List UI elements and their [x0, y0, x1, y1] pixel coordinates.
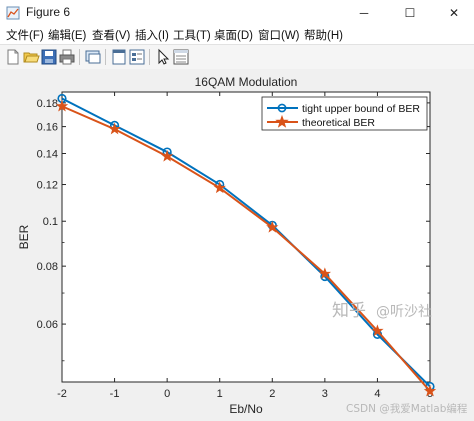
menu-file[interactable]: 文件(F) — [6, 30, 44, 42]
watermark-author: @听沙社 — [376, 304, 432, 320]
x-tick-label: 5 — [427, 388, 433, 400]
property-inspector-icon[interactable] — [128, 48, 146, 66]
axes-box[interactable] — [61, 91, 431, 383]
x-tick-label: -1 — [110, 388, 120, 400]
figure-toolbar — [0, 44, 474, 70]
y-tick-label: 0.18 — [37, 98, 58, 110]
close-icon: ✕ — [448, 6, 460, 20]
plot-tools-icon[interactable] — [172, 48, 190, 66]
x-tick-label: 2 — [269, 388, 275, 400]
watermark: 知乎 @听沙社 CSDN @我爱Matlab编程 — [332, 301, 468, 415]
x-tick-label: 1 — [217, 388, 223, 400]
plot-area: 16QAM Modulation -2 -1 0 1 2 3 4 5 0.060.080.10… — [17, 75, 468, 416]
y-tick-label: 0.12 — [37, 180, 58, 192]
toolbar-separator — [149, 49, 150, 65]
legend-label-theoretical: theoretical BER — [302, 117, 375, 129]
figure-canvas: 16QAM Modulation -2 -1 0 1 2 3 4 5 0.06 0.08 0.1 0… — [0, 69, 474, 421]
x-tick-label: 3 — [322, 388, 328, 400]
y-tick-label: 0.06 — [37, 319, 58, 331]
data-point-theoretical — [266, 220, 279, 233]
x-axis: -2 -1 0 1 2 3 4 5 — [57, 92, 433, 400]
legend-marker-theoretical — [275, 114, 289, 128]
maximize-icon: ☐ — [404, 6, 416, 20]
legend-label-upper-bound: tight upper bound of BER — [302, 103, 420, 115]
menu-tools[interactable]: 工具(T) — [173, 30, 211, 42]
series-line-upper-bound — [61, 97, 431, 388]
watermark-csdn: CSDN @我爱Matlab编程 — [346, 402, 468, 415]
y-tick-label: 0.16 — [37, 122, 58, 134]
menu-desktop[interactable]: 桌面(D) — [214, 30, 253, 42]
legend-box — [261, 96, 428, 131]
dock-figure-icon[interactable] — [110, 48, 128, 66]
y-tick-label: 0.1 — [43, 216, 58, 228]
data-point-theoretical — [423, 384, 437, 397]
open-file-icon[interactable] — [22, 48, 40, 66]
save-icon[interactable] — [40, 48, 58, 66]
data-point-theoretical — [318, 267, 332, 280]
minimize-button[interactable]: ─ — [342, 0, 386, 26]
x-tick-label: 0 — [164, 388, 170, 400]
data-point-theoretical — [213, 181, 226, 194]
series-line-theoretical — [61, 105, 431, 392]
menu-help[interactable]: 帮助(H) — [304, 30, 343, 42]
toolbar-separator — [105, 49, 106, 65]
y-tick-label: 0.14 — [37, 148, 58, 160]
y-axis: 0.06 0.08 0.1 0.12 0.14 0.16 0.18 — [37, 98, 430, 362]
toolbar-separator — [79, 49, 80, 65]
close-button[interactable]: ✕ — [432, 0, 474, 26]
legend[interactable]: tight upper bound of BER theoretical BER — [261, 96, 428, 131]
matlab-figure-icon — [6, 6, 20, 20]
data-point-theoretical — [55, 99, 69, 112]
menu-window[interactable]: 窗口(W) — [258, 30, 300, 42]
x-tick-label: -2 — [57, 388, 67, 400]
x-tick-label: 4 — [374, 388, 380, 400]
legend-marker-upper-bound — [277, 103, 287, 113]
print-icon[interactable] — [58, 48, 76, 66]
x-axis-title: Eb/No — [229, 402, 263, 416]
minimize-icon: ─ — [359, 6, 369, 20]
chart-title: 16QAM Modulation — [195, 75, 298, 89]
pointer-icon[interactable] — [154, 48, 172, 66]
maximize-button[interactable]: ☐ — [388, 0, 432, 26]
data-point-theoretical — [371, 324, 384, 337]
y-axis-title: BER — [17, 224, 31, 249]
data-point-theoretical — [108, 122, 121, 135]
window-title: Figure 6 — [26, 5, 71, 19]
link-plot-icon[interactable] — [84, 48, 102, 66]
new-figure-icon[interactable] — [4, 48, 22, 66]
menu-insert[interactable]: 插入(I) — [135, 30, 169, 42]
menu-view[interactable]: 查看(V) — [92, 30, 131, 42]
menu-bar: 文件(F) 编辑(E) 查看(V) 插入(I) 工具(T) 桌面(D) 窗口(W… — [0, 26, 474, 44]
menu-edit[interactable]: 编辑(E) — [48, 30, 87, 42]
series-layer — [55, 93, 437, 397]
title-bar[interactable]: Figure 6 ─ ☐ ✕ — [0, 0, 474, 26]
data-point-theoretical — [160, 149, 174, 162]
watermark-zhihu: 知乎 — [332, 301, 366, 321]
y-tick-label: 0.08 — [37, 261, 58, 273]
